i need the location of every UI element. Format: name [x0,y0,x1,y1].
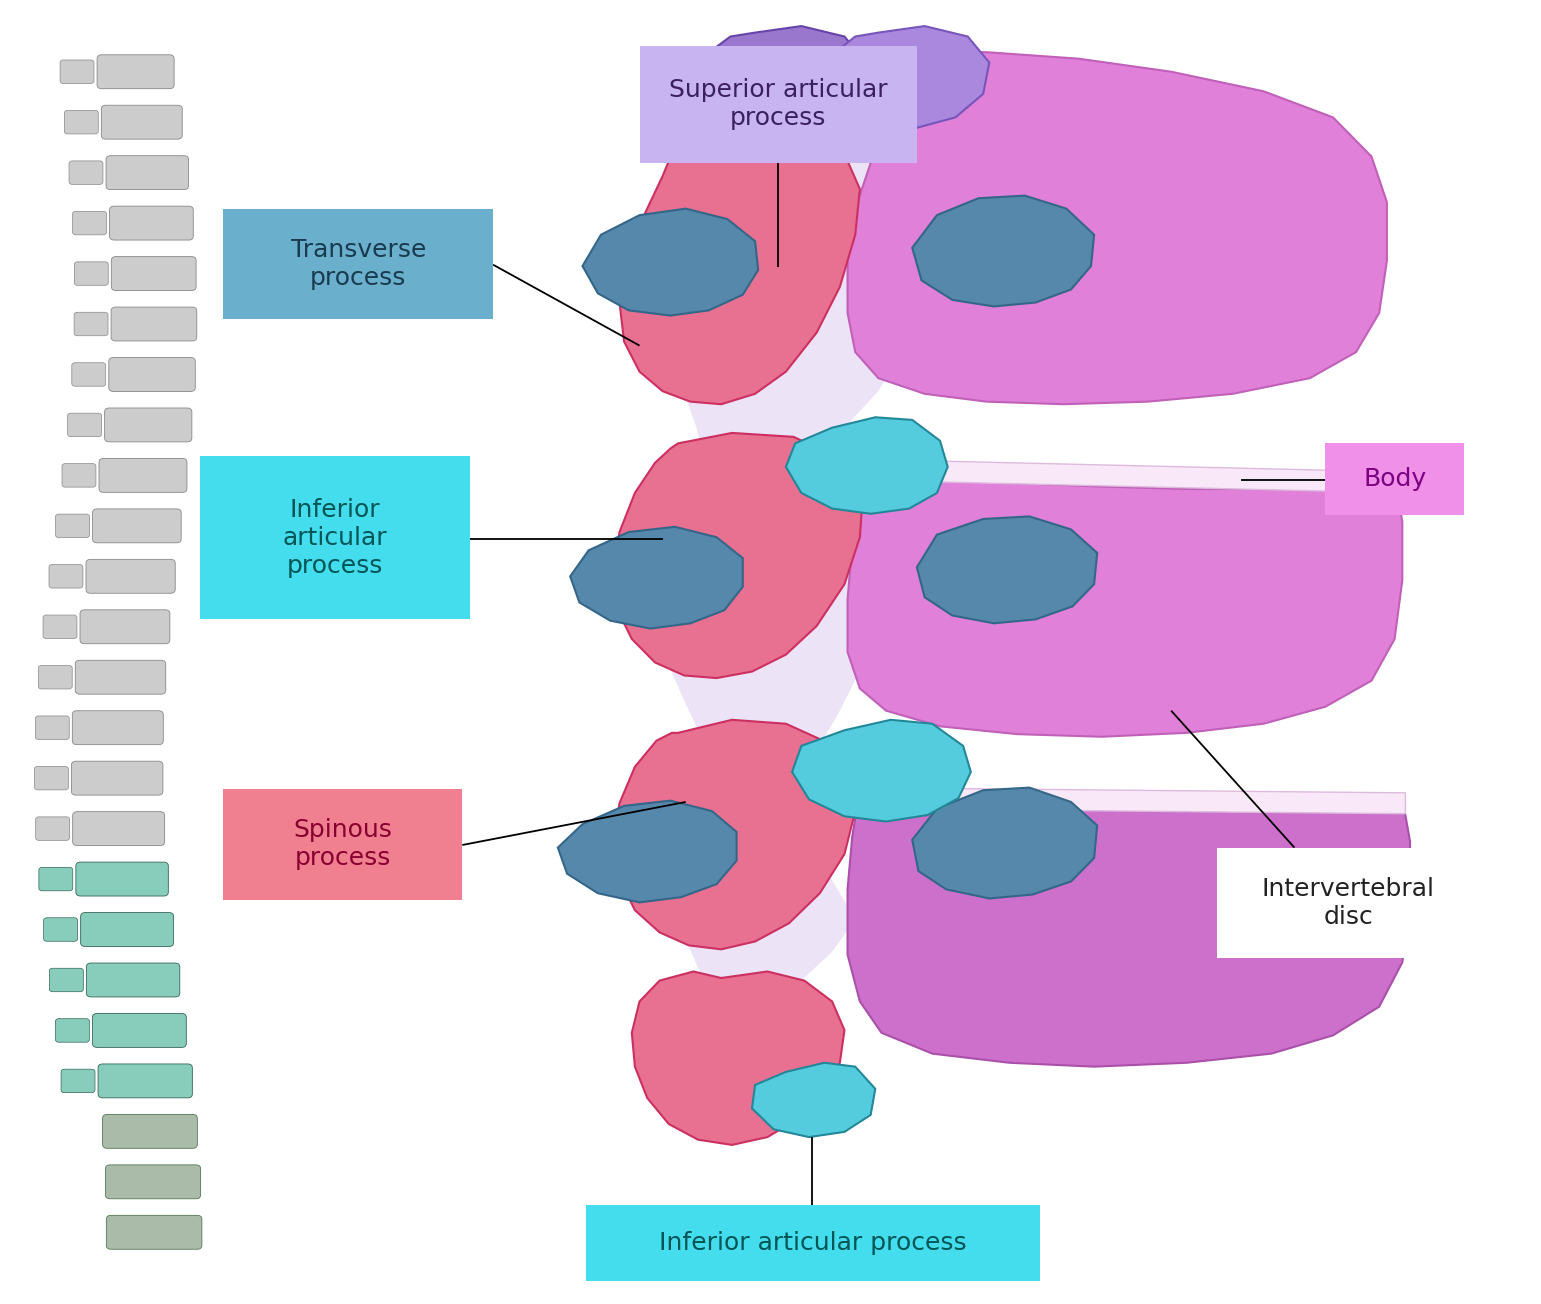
FancyBboxPatch shape [1325,443,1464,515]
FancyBboxPatch shape [111,306,197,340]
FancyBboxPatch shape [99,459,186,493]
Text: Superior articular
process: Superior articular process [669,78,888,130]
FancyBboxPatch shape [109,357,196,391]
Text: Intervertebral
disc: Intervertebral disc [1262,878,1435,928]
FancyBboxPatch shape [55,1018,89,1042]
FancyBboxPatch shape [43,918,77,941]
FancyBboxPatch shape [80,913,174,947]
FancyBboxPatch shape [35,716,69,739]
FancyBboxPatch shape [74,262,108,286]
FancyBboxPatch shape [640,46,917,163]
FancyBboxPatch shape [49,969,83,992]
Text: Inferior
articular
process: Inferior articular process [284,498,387,578]
FancyBboxPatch shape [103,1115,197,1149]
FancyBboxPatch shape [99,1064,193,1098]
FancyBboxPatch shape [105,408,193,442]
FancyBboxPatch shape [102,106,182,140]
FancyBboxPatch shape [39,665,72,689]
FancyBboxPatch shape [60,60,94,83]
Polygon shape [792,720,971,822]
FancyBboxPatch shape [105,1164,200,1198]
FancyBboxPatch shape [200,456,470,619]
Text: Spinous
process: Spinous process [293,819,393,870]
FancyBboxPatch shape [65,111,99,134]
FancyBboxPatch shape [62,464,96,488]
FancyBboxPatch shape [106,155,188,189]
FancyBboxPatch shape [97,55,174,89]
FancyBboxPatch shape [34,767,68,790]
Polygon shape [912,196,1094,306]
FancyBboxPatch shape [586,1205,1040,1281]
FancyBboxPatch shape [72,211,106,235]
Polygon shape [826,26,989,128]
Polygon shape [613,720,855,949]
Polygon shape [619,124,860,404]
Text: Transverse
process: Transverse process [291,239,425,289]
Polygon shape [851,788,1405,814]
Polygon shape [582,209,758,316]
Polygon shape [570,527,743,629]
FancyBboxPatch shape [72,363,106,386]
FancyBboxPatch shape [1217,848,1479,958]
Text: Inferior articular process: Inferior articular process [660,1231,966,1254]
FancyBboxPatch shape [76,660,166,694]
FancyBboxPatch shape [86,964,180,998]
FancyBboxPatch shape [39,867,72,891]
FancyBboxPatch shape [92,1013,186,1047]
FancyBboxPatch shape [76,862,168,896]
Polygon shape [558,801,737,902]
FancyBboxPatch shape [106,1215,202,1249]
Polygon shape [912,788,1097,898]
FancyBboxPatch shape [49,565,83,588]
FancyBboxPatch shape [55,514,89,537]
Polygon shape [660,104,955,994]
Polygon shape [848,469,1402,737]
Polygon shape [752,1063,875,1137]
FancyBboxPatch shape [43,615,77,639]
FancyBboxPatch shape [223,209,493,319]
Text: Body: Body [1364,467,1425,492]
FancyBboxPatch shape [69,160,103,184]
FancyBboxPatch shape [62,1069,96,1093]
Polygon shape [848,795,1410,1067]
FancyBboxPatch shape [86,559,176,593]
FancyBboxPatch shape [92,509,182,542]
FancyBboxPatch shape [109,206,193,240]
FancyBboxPatch shape [111,257,196,291]
FancyBboxPatch shape [71,762,163,795]
FancyBboxPatch shape [74,312,108,335]
FancyBboxPatch shape [80,610,170,644]
FancyBboxPatch shape [223,789,462,900]
Polygon shape [917,516,1097,623]
FancyBboxPatch shape [35,816,69,840]
Polygon shape [632,971,844,1145]
Polygon shape [786,417,948,514]
Polygon shape [851,459,1405,493]
Polygon shape [701,26,866,128]
FancyBboxPatch shape [72,711,163,745]
Polygon shape [613,433,863,678]
Polygon shape [848,52,1387,404]
FancyBboxPatch shape [68,413,102,437]
FancyBboxPatch shape [72,811,165,845]
